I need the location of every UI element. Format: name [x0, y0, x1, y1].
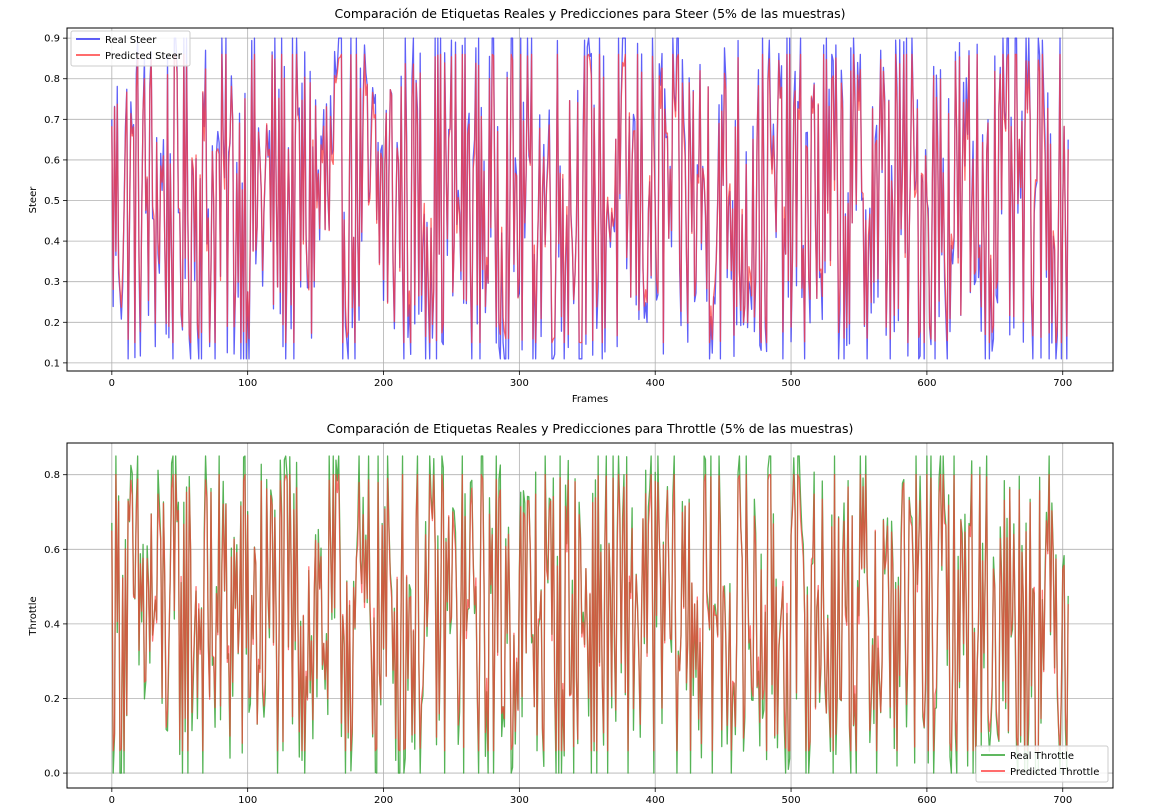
y-tick-label: 0.2 — [44, 694, 60, 705]
x-tick-label: 700 — [1053, 378, 1072, 389]
legend-label-real-throttle: Real Throttle — [1010, 751, 1074, 762]
plot-frame — [66, 442, 1114, 789]
x-tick-label: 300 — [510, 795, 529, 806]
y-tick-label: 0.6 — [44, 155, 60, 166]
x-tick-label: 100 — [238, 795, 257, 806]
y-tick-label: 0.6 — [44, 545, 60, 556]
y-tick-label: 0.0 — [44, 769, 60, 780]
y-tick-label: 0.1 — [44, 358, 60, 369]
x-tick-label: 600 — [917, 795, 936, 806]
y-tick-label: 0.2 — [44, 318, 60, 329]
x-tick-label: 100 — [238, 378, 257, 389]
legend-box — [975, 745, 1109, 783]
x-tick-label: 700 — [1053, 795, 1072, 806]
legend: Real Steer Predicted Steer — [70, 30, 191, 67]
legend-label-predicted-steer: Predicted Steer — [105, 51, 183, 62]
legend: Real Throttle Predicted Throttle — [975, 745, 1109, 783]
y-tick-label: 0.4 — [44, 237, 60, 248]
ticks: 0 100 200 300 400 500 600 700 0.0 0.2 0.4 0.6 0.8 — [44, 470, 1072, 806]
x-tick-label: 400 — [646, 795, 665, 806]
x-tick-label: 500 — [782, 378, 801, 389]
x-tick-label: 500 — [782, 795, 801, 806]
y-tick-label: 0.8 — [44, 470, 60, 481]
series-layer — [111, 455, 1069, 774]
y-tick-label: 0.9 — [44, 34, 60, 45]
plot-frame — [66, 27, 1114, 372]
y-axis-label: Throttle — [28, 596, 39, 636]
series-line-predicted-throttle — [111, 474, 1069, 752]
ticks: 0 100 200 300 400 500 600 700 0.1 0.2 0.3 0.4 0.5 0.6… — [44, 34, 1072, 389]
legend-box — [70, 30, 191, 67]
x-tick-label: 600 — [917, 378, 936, 389]
y-tick-label: 0.5 — [44, 196, 60, 207]
x-tick-label: 300 — [510, 378, 529, 389]
y-tick-label: 0.7 — [44, 115, 60, 126]
x-tick-label: 200 — [374, 795, 393, 806]
steer-chart: Comparación de Etiquetas Reales y Predic… — [28, 6, 1114, 405]
x-axis-label: Frames — [572, 394, 608, 405]
y-tick-label: 0.8 — [44, 74, 60, 85]
y-tick-label: 0.4 — [44, 619, 60, 630]
y-tick-label: 0.3 — [44, 277, 60, 288]
legend-label-predicted-throttle: Predicted Throttle — [1010, 767, 1099, 778]
chart-title: Comparación de Etiquetas Reales y Predic… — [327, 421, 854, 436]
x-tick-label: 400 — [646, 378, 665, 389]
legend-label-real-steer: Real Steer — [105, 35, 157, 46]
y-axis-label: Steer — [28, 186, 39, 214]
series-layer — [111, 37, 1069, 360]
series-line-predicted-steer — [111, 53, 1069, 344]
throttle-chart: Comparación de Etiquetas Reales y Predic… — [28, 421, 1114, 806]
chart-title: Comparación de Etiquetas Reales y Predic… — [334, 6, 845, 21]
x-tick-label: 200 — [374, 378, 393, 389]
x-tick-label: 0 — [109, 795, 115, 806]
x-tick-label: 0 — [109, 378, 115, 389]
